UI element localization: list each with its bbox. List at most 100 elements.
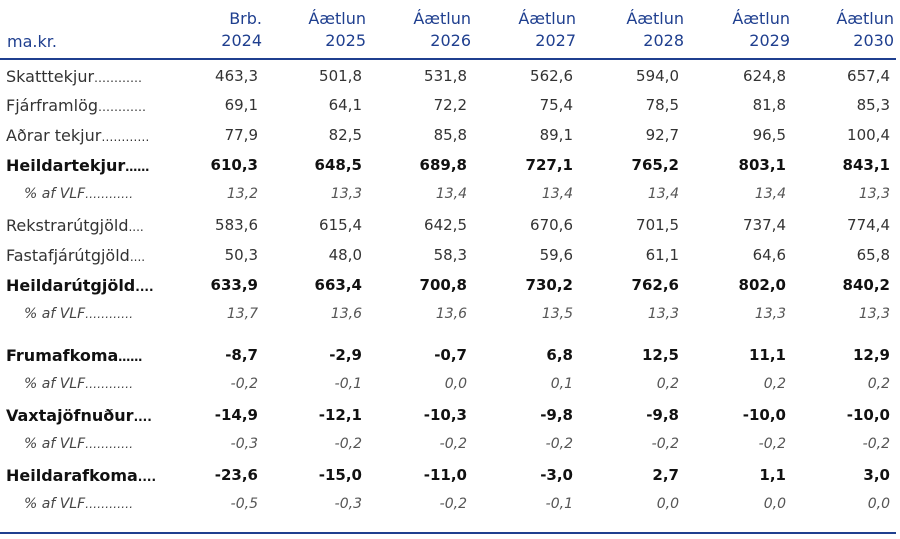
table-cell: 13,5 bbox=[541, 306, 573, 322]
table-cell: -9,8 bbox=[540, 406, 573, 424]
leader-dots: ………… bbox=[85, 187, 134, 201]
leader-dots: ………… bbox=[85, 377, 134, 391]
row-label-text: % af VLF bbox=[24, 436, 86, 452]
table-cell: 13,2 bbox=[226, 186, 258, 202]
row-label: Aðrar tekjur………… bbox=[6, 126, 149, 145]
table-cell: -9,8 bbox=[646, 406, 679, 424]
table-cell: 727,1 bbox=[525, 156, 573, 174]
table-cell: 50,3 bbox=[224, 246, 258, 264]
table-cell: 774,4 bbox=[847, 216, 890, 234]
table-row: Heildarútgjöld.... 633,9 663,4 700,8 730,2 76… bbox=[0, 273, 900, 299]
table-row: Fastafjárútgjöld.... 50,3 48,0 58,3 59,6 61,1… bbox=[0, 243, 900, 269]
table-cell: 803,1 bbox=[738, 156, 786, 174]
table-cell: -12,1 bbox=[318, 406, 362, 424]
leader-dots: .... bbox=[137, 470, 157, 484]
row-label-text: Frumafkoma bbox=[6, 346, 119, 365]
table-cell: 82,5 bbox=[328, 126, 362, 144]
table-cell: 648,5 bbox=[314, 156, 362, 174]
row-label: Heildartekjur…… bbox=[6, 156, 149, 175]
table-cell: 59,6 bbox=[539, 246, 573, 264]
table-header: ma.kr. Brb. 2024 Áætlun 2025 Áætlun 2026 Áæ… bbox=[0, 8, 900, 56]
row-label-text: % af VLF bbox=[24, 376, 86, 392]
table-cell: 463,3 bbox=[215, 67, 258, 85]
table-cell: 583,6 bbox=[215, 216, 258, 234]
row-label-text: Heildarafkoma bbox=[6, 466, 138, 485]
table-cell: 13,3 bbox=[330, 186, 362, 202]
leader-dots: ………… bbox=[98, 100, 147, 114]
table-cell: 96,5 bbox=[752, 126, 786, 144]
row-label: Fastafjárútgjöld.... bbox=[6, 246, 145, 265]
row-label-text: Heildartekjur bbox=[6, 156, 126, 175]
table-cell: 624,8 bbox=[743, 67, 786, 85]
table-cell: -10,0 bbox=[742, 406, 786, 424]
table-cell: -0,2 bbox=[439, 436, 467, 452]
table-cell: 0,2 bbox=[763, 376, 786, 392]
table-row: % af VLF………… 13,2 13,3 13,4 13,4 13,4 13,4 13,3 bbox=[0, 183, 900, 209]
column-header: Áætlun 2030 bbox=[836, 9, 894, 50]
leader-dots: ………… bbox=[85, 307, 134, 321]
row-label-text: Fjárframlög bbox=[6, 96, 99, 115]
table-cell: 13,4 bbox=[435, 186, 467, 202]
table-cell: 13,4 bbox=[754, 186, 786, 202]
column-header: Áætlun 2029 bbox=[732, 9, 790, 50]
table-cell: 13,3 bbox=[858, 186, 890, 202]
row-label-text: Rekstrarútgjöld bbox=[6, 216, 129, 235]
leader-dots: ………… bbox=[101, 130, 150, 144]
row-label-text: Heildarútgjöld bbox=[6, 276, 136, 295]
table-cell: 633,9 bbox=[210, 276, 258, 294]
table-row: % af VLF………… -0,5 -0,3 -0,2 -0,1 0,0 0,0 0,0 bbox=[0, 493, 900, 519]
row-label-text: % af VLF bbox=[24, 306, 86, 322]
table-cell: 615,4 bbox=[319, 216, 362, 234]
table-cell: 0,0 bbox=[867, 496, 890, 512]
table-row: Heildartekjur…… 610,3 648,5 689,8 727,1 765,2… bbox=[0, 153, 900, 179]
table-cell: 78,5 bbox=[645, 96, 679, 114]
leader-dots: ………… bbox=[94, 71, 143, 85]
table-cell: 3,0 bbox=[863, 466, 890, 484]
table-cell: 802,0 bbox=[738, 276, 786, 294]
table-cell: 77,9 bbox=[224, 126, 258, 144]
leader-dots: .... bbox=[128, 220, 144, 234]
table-row: Frumafkoma…… -8,7 -2,9 -0,7 6,8 12,5 11,1 12,9 bbox=[0, 343, 900, 369]
leader-dots: …… bbox=[125, 160, 150, 174]
table-row: % af VLF………… 13,7 13,6 13,6 13,5 13,3 13,3 13,3 bbox=[0, 303, 900, 329]
row-label-text: Fastafjárútgjöld bbox=[6, 246, 130, 265]
row-label: Frumafkoma…… bbox=[6, 346, 142, 365]
row-label-text: Aðrar tekjur bbox=[6, 126, 102, 145]
unit-label: ma.kr. bbox=[7, 32, 57, 51]
column-header: Áætlun 2026 bbox=[413, 9, 471, 50]
table-cell: -0,5 bbox=[230, 496, 258, 512]
table-cell: 100,4 bbox=[847, 126, 890, 144]
table-cell: 689,8 bbox=[419, 156, 467, 174]
table-cell: 12,9 bbox=[852, 346, 890, 364]
row-label: Fjárframlög………… bbox=[6, 96, 146, 115]
table-cell: 75,4 bbox=[539, 96, 573, 114]
leader-dots: ………… bbox=[85, 497, 134, 511]
table-cell: -0,2 bbox=[545, 436, 573, 452]
table-cell: -0,2 bbox=[651, 436, 679, 452]
table-cell: 58,3 bbox=[433, 246, 467, 264]
table-cell: 594,0 bbox=[636, 67, 679, 85]
column-header: Áætlun 2025 bbox=[308, 9, 366, 50]
table-cell: 69,1 bbox=[224, 96, 258, 114]
table-cell: -0,2 bbox=[862, 436, 890, 452]
table-cell: -0,1 bbox=[334, 376, 362, 392]
leader-dots: .... bbox=[129, 250, 146, 264]
table-cell: 0,1 bbox=[550, 376, 573, 392]
table-cell: -11,0 bbox=[423, 466, 467, 484]
table-cell: 81,8 bbox=[752, 96, 786, 114]
table-row: Skatttekjur………… 463,3 501,8 531,8 562,6 594,0… bbox=[0, 64, 900, 90]
table-cell: 562,6 bbox=[530, 67, 573, 85]
row-label: % af VLF………… bbox=[24, 306, 133, 322]
table-cell: 13,3 bbox=[858, 306, 890, 322]
row-label-text: % af VLF bbox=[24, 186, 86, 202]
column-header: Áætlun 2027 bbox=[518, 9, 576, 50]
row-label: Skatttekjur………… bbox=[6, 67, 142, 86]
table-cell: 13,3 bbox=[754, 306, 786, 322]
table-cell: 13,7 bbox=[226, 306, 258, 322]
row-label-text: % af VLF bbox=[24, 496, 86, 512]
table-cell: 1,1 bbox=[759, 466, 786, 484]
leader-dots: .... bbox=[135, 280, 154, 294]
table-row: % af VLF………… -0,2 -0,1 0,0 0,1 0,2 0,2 0,2 bbox=[0, 373, 900, 399]
row-label-text: Vaxtajöfnuður bbox=[6, 406, 134, 425]
table-cell: -0,7 bbox=[434, 346, 467, 364]
